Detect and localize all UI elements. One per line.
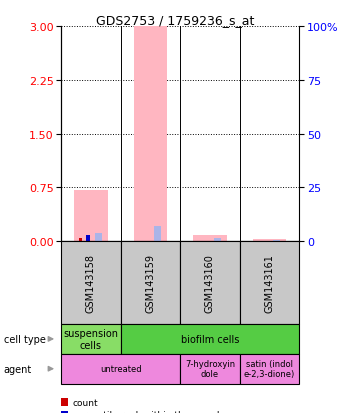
Bar bbox=[86, 236, 90, 242]
Text: agent: agent bbox=[4, 364, 32, 374]
Text: GSM143158: GSM143158 bbox=[86, 254, 96, 312]
Text: satin (indol
e-2,3-dione): satin (indol e-2,3-dione) bbox=[244, 359, 295, 378]
Text: percentile rank within the sample: percentile rank within the sample bbox=[72, 410, 225, 413]
Bar bbox=[214, 238, 221, 242]
Text: cell type: cell type bbox=[4, 334, 46, 344]
Text: GSM143160: GSM143160 bbox=[205, 254, 215, 312]
Text: GSM143161: GSM143161 bbox=[265, 254, 274, 312]
Bar bbox=[193, 236, 227, 242]
Text: GSM143159: GSM143159 bbox=[146, 254, 155, 312]
Bar bbox=[94, 233, 102, 242]
Bar bbox=[253, 240, 286, 242]
Text: suspension
cells: suspension cells bbox=[63, 328, 119, 350]
Text: biofilm cells: biofilm cells bbox=[181, 334, 239, 344]
Text: GDS2753 / 1759236_s_at: GDS2753 / 1759236_s_at bbox=[96, 14, 254, 27]
Bar bbox=[74, 190, 108, 242]
Text: count: count bbox=[72, 398, 98, 407]
Text: untreated: untreated bbox=[100, 364, 141, 373]
Bar bbox=[134, 27, 167, 242]
Bar bbox=[154, 227, 161, 242]
Text: 7-hydroxyin
dole: 7-hydroxyin dole bbox=[185, 359, 235, 378]
Bar bbox=[273, 240, 280, 242]
Bar bbox=[78, 238, 82, 242]
